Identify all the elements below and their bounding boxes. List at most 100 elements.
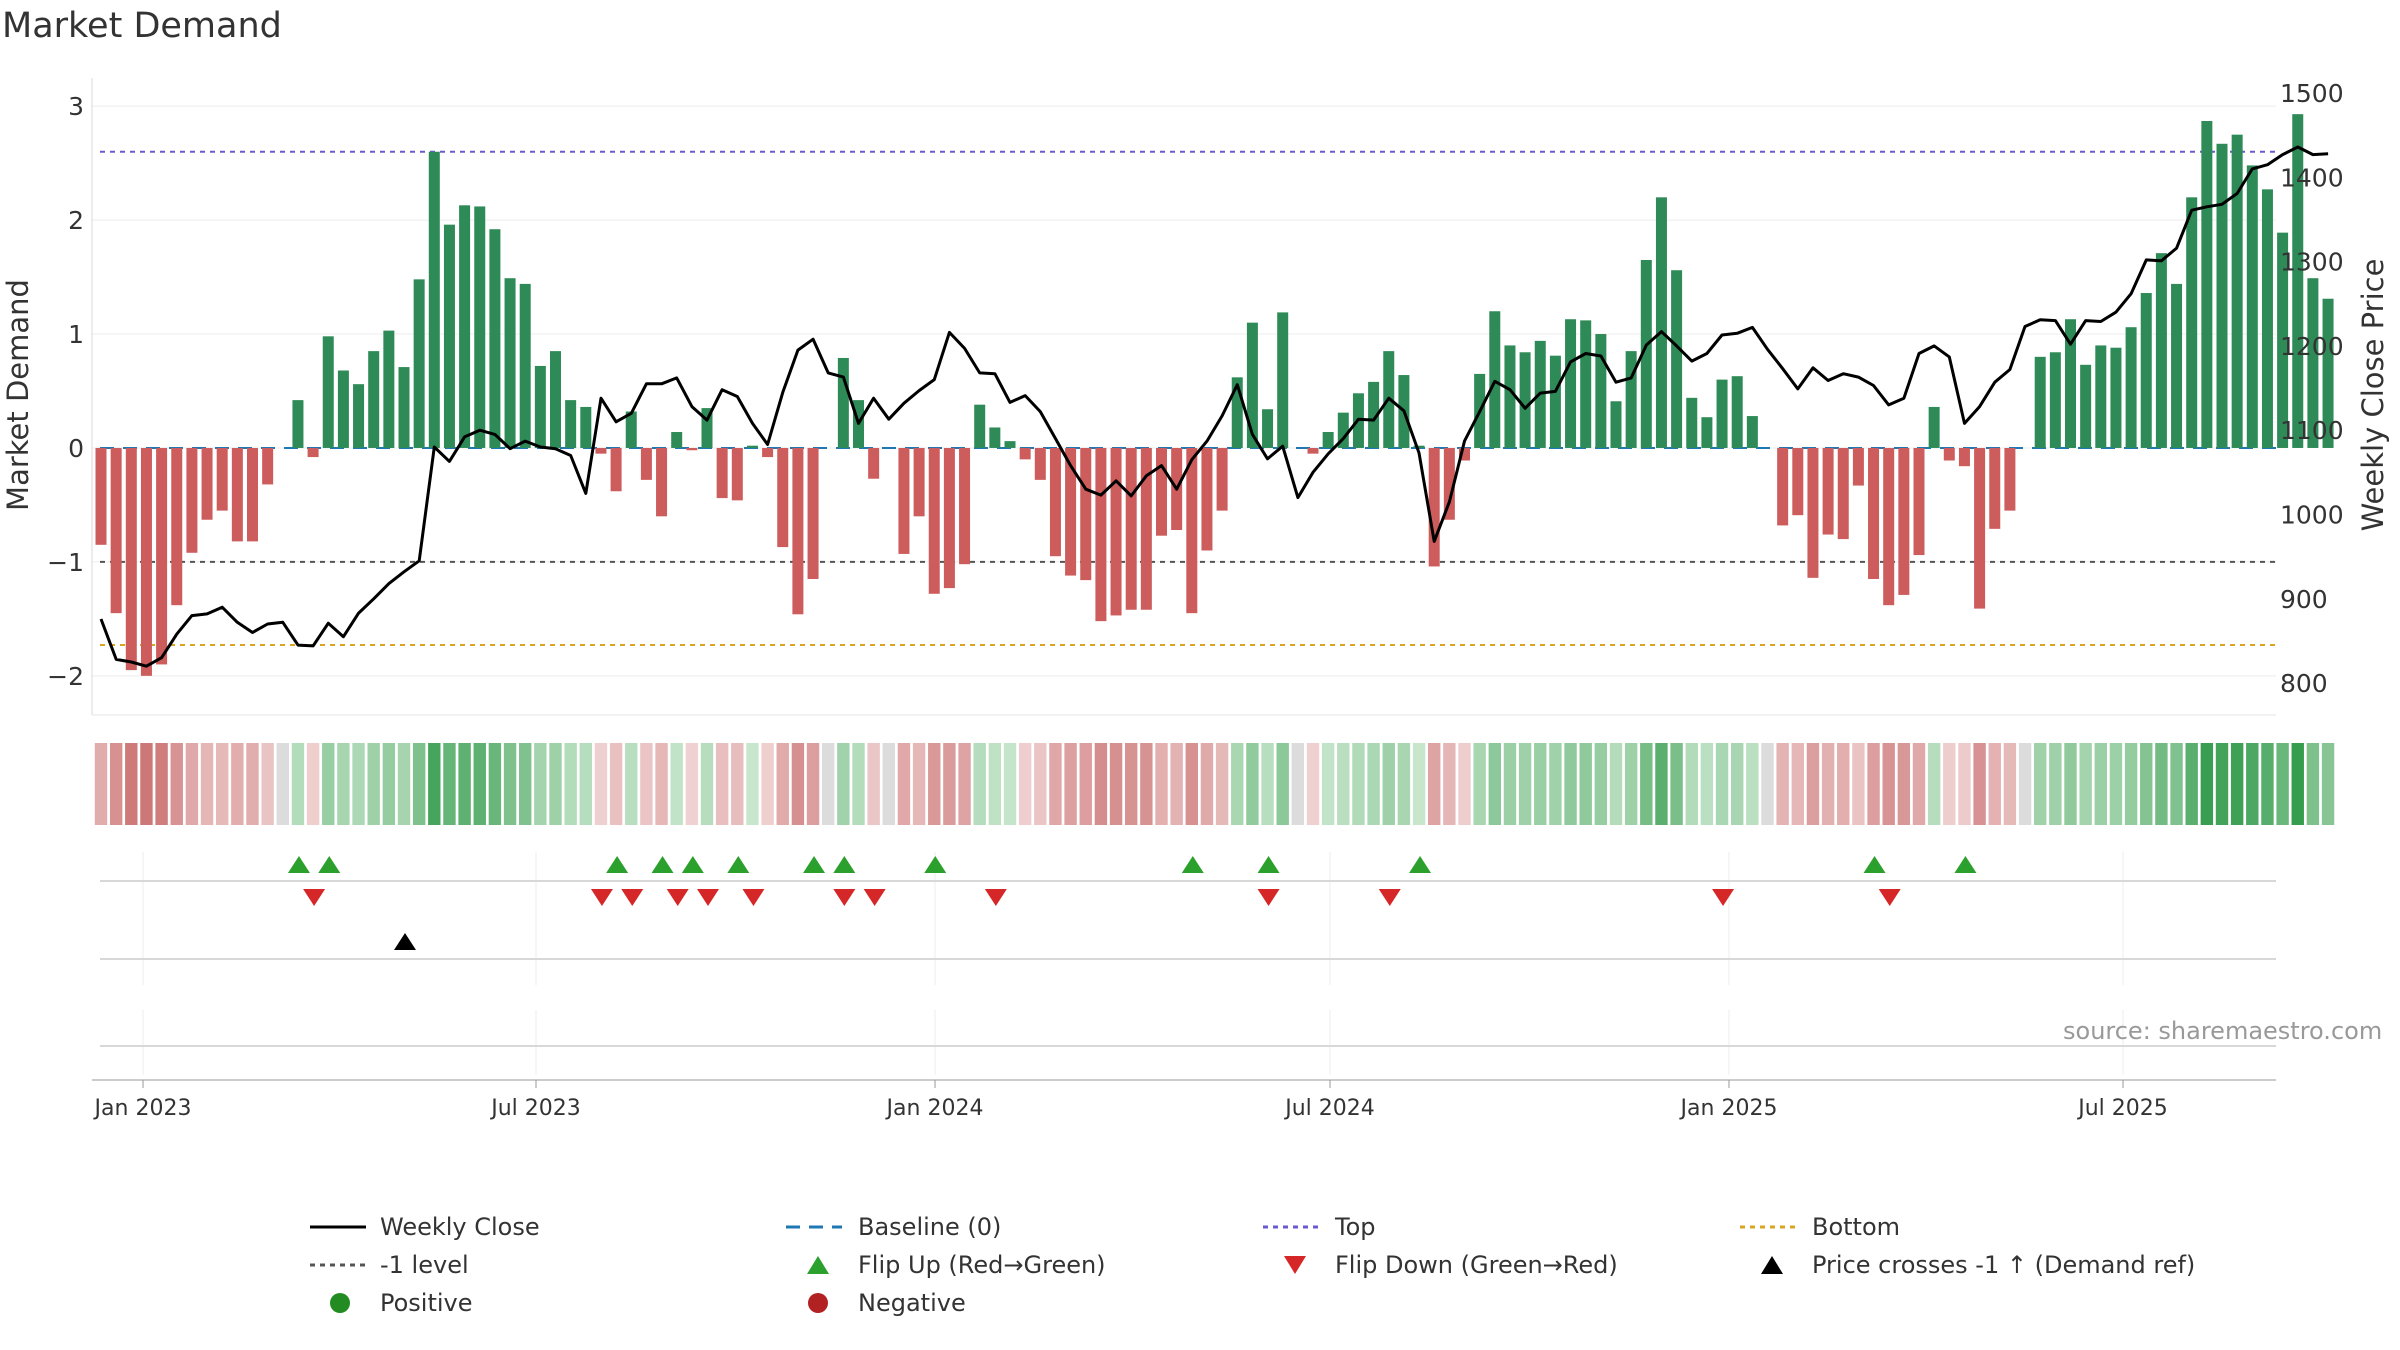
- heatstrip-cell: [488, 743, 502, 825]
- heatstrip-cell: [231, 743, 244, 825]
- heatstrip-cell: [670, 743, 683, 825]
- flip-down-marker: [303, 889, 326, 906]
- flip-up-marker: [1863, 856, 1886, 873]
- heatstrip-cell: [1352, 743, 1365, 825]
- negative-demand-bar: [1095, 447, 1107, 622]
- positive-demand-bar: [2125, 327, 2137, 448]
- legend-positive: Positive: [300, 1284, 473, 1322]
- heatstrip-cell: [1200, 743, 1214, 825]
- heatstrip-cell: [200, 743, 214, 825]
- negative-demand-bar: [1792, 447, 1804, 516]
- flip-up-marker: [924, 856, 947, 873]
- heatstrip-cell: [1624, 743, 1638, 825]
- flip-down-marker: [697, 889, 719, 906]
- positive-demand-bar: [580, 406, 592, 448]
- positive-demand-bar: [837, 357, 849, 448]
- heatstrip-cell: [549, 743, 562, 825]
- heatstrip-cell: [382, 743, 396, 825]
- heatstrip-cell: [746, 743, 759, 825]
- negative-demand-bar: [1459, 447, 1470, 461]
- heatstrip-cell: [2246, 743, 2259, 825]
- negative-demand-bar: [1428, 447, 1440, 567]
- heatstrip-cell: [2170, 743, 2183, 825]
- heatstrip-cell: [882, 743, 895, 825]
- heatstrip-cell: [216, 743, 229, 825]
- heatstrip-cell: [1382, 743, 1395, 825]
- heatstrip-cell: [1518, 743, 1532, 825]
- positive-demand-bar: [368, 351, 380, 448]
- negative-demand-bar: [656, 447, 668, 517]
- grid-layer: [92, 105, 2276, 1075]
- heatstrip-cell: [1685, 743, 1698, 825]
- y-axis-label-left: Market Demand: [1, 279, 35, 511]
- heatstrip-cell: [109, 743, 123, 825]
- heatstrip-cell: [1458, 743, 1471, 825]
- flip-up-marker: [1954, 856, 1977, 873]
- heatstrip-cell: [322, 743, 335, 825]
- positive-demand-bar: [625, 411, 637, 448]
- positive-demand-bar: [519, 283, 531, 448]
- positive-demand-bar: [701, 408, 713, 448]
- negative-demand-bar: [1201, 447, 1213, 551]
- heatstrip-cell: [806, 743, 820, 825]
- x-tick-label: Jul 2025: [2076, 1096, 2168, 1121]
- positive-demand-bar: [1246, 322, 1258, 448]
- positive-demand-bar: [1595, 334, 1607, 448]
- negative-demand-bar: [1777, 447, 1789, 526]
- heatstrip-cell: [1776, 743, 1789, 825]
- heatstrip-cell: [1231, 743, 1244, 825]
- negative-demand-bar: [156, 447, 168, 665]
- positive-demand-bar: [1322, 432, 1334, 448]
- heatstrip-cell: [1140, 743, 1153, 825]
- negative-demand-bar: [1943, 447, 1955, 461]
- positive-demand-bar: [2201, 120, 2213, 448]
- heatstrip-cell: [1003, 743, 1017, 825]
- heatstrip-cell: [791, 743, 805, 825]
- heatstrip-cell: [912, 743, 926, 825]
- positive-demand-bar: [2292, 114, 2304, 448]
- heatstrip-cell: [2321, 743, 2335, 825]
- negative-demand-bar: [1065, 447, 1077, 576]
- heatstrip-cell: [1155, 743, 1168, 825]
- flip-up-marker: [681, 856, 704, 873]
- negative-demand-bar: [731, 447, 743, 501]
- positive-demand-bar: [1004, 441, 1016, 448]
- right-tick-label: 1000: [2280, 500, 2344, 529]
- heatstrip-cell: [1746, 743, 1759, 825]
- positive-demand-bar: [1549, 355, 1561, 448]
- positive-demand-bar: [2065, 319, 2076, 448]
- negative-demand-bar: [716, 447, 728, 499]
- negative-demand-bar: [140, 447, 152, 676]
- heatstrip-cell: [397, 743, 411, 825]
- heatstrip-cell: [867, 743, 880, 825]
- negative-demand-bar: [686, 447, 698, 451]
- positive-demand-bar: [1337, 412, 1349, 448]
- negative-demand-bar: [1216, 447, 1228, 511]
- heatstrip-cell: [1579, 743, 1592, 825]
- heatstrip-cell: [2003, 743, 2017, 825]
- heatstrip-cell: [1397, 743, 1411, 825]
- negative-demand-bar: [1034, 447, 1046, 480]
- legend-label: Price crosses -1 ↑ (Demand ref): [1812, 1251, 2196, 1279]
- positive-demand-bar: [2110, 347, 2122, 448]
- negative-demand-bar: [247, 447, 258, 542]
- positive-demand-bar: [1701, 417, 1713, 448]
- negative-demand-bar: [1958, 447, 1970, 467]
- right-tick-label: 1300: [2280, 248, 2344, 277]
- flip-up-marker: [803, 856, 826, 873]
- weekly-close-line: [99, 145, 2329, 668]
- positive-demand-bar: [1262, 409, 1274, 448]
- negative-demand-bar: [807, 447, 819, 579]
- right-tick-label: 900: [2280, 585, 2328, 614]
- negative-demand-bar: [1443, 447, 1455, 520]
- heatstrip-cell: [1034, 743, 1047, 825]
- x-tick-label: Jan 2025: [1679, 1096, 1778, 1121]
- heatstrip-cell: [1064, 743, 1077, 825]
- legend-weekly-close: Weekly Close: [300, 1208, 540, 1246]
- heatstrip-cell: [1412, 743, 1426, 825]
- right-tick-label: 1200: [2280, 332, 2344, 361]
- heatstrip-cell: [2034, 743, 2047, 825]
- flip-down-marker: [1378, 889, 1401, 906]
- negative-demand-bar: [913, 447, 925, 517]
- positive-demand-bar: [2307, 278, 2319, 448]
